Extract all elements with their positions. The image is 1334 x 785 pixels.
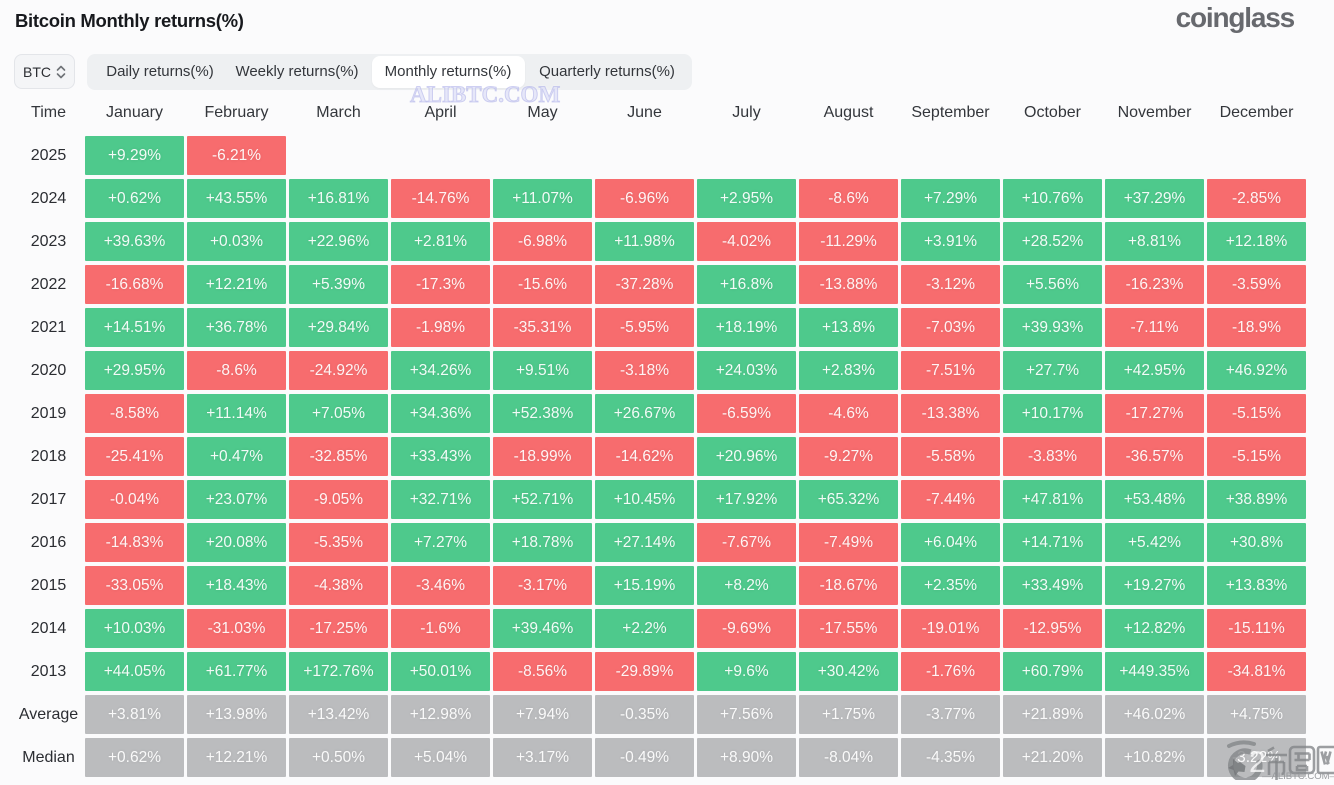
svg-text:—ALIBTC.COM—: —ALIBTC.COM— (1262, 771, 1334, 780)
svg-text:2: 2 (1249, 746, 1266, 779)
